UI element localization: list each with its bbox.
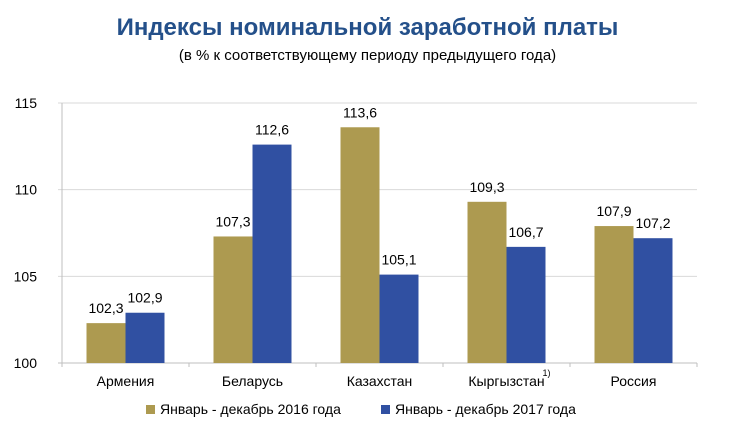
- bar-2: [633, 238, 673, 363]
- bar-1: [594, 226, 634, 363]
- bar-1: [86, 323, 126, 363]
- bar-2: [379, 274, 419, 363]
- legend-swatch: [381, 405, 390, 414]
- footnote-marker: 1): [543, 368, 551, 378]
- bar-1: [213, 236, 253, 363]
- legend-swatch: [146, 405, 155, 414]
- data-label: 106,7: [508, 224, 543, 240]
- x-tick-label: Беларусь: [222, 373, 283, 389]
- bar-2: [125, 312, 165, 363]
- data-label: 112,6: [255, 122, 289, 138]
- data-label: 107,3: [215, 213, 250, 229]
- y-tick-label: 105: [14, 268, 38, 284]
- chart-subtitle: (в % к соответствующему периоду предыдущ…: [178, 47, 557, 64]
- legend-label: Январь - декабрь 2016 года: [160, 401, 341, 417]
- data-label: 109,3: [469, 179, 504, 195]
- data-label: 102,9: [127, 290, 162, 306]
- y-tick-label: 115: [15, 95, 38, 111]
- bar-1: [340, 127, 380, 364]
- bar-2: [506, 246, 546, 363]
- data-label: 113,6: [343, 104, 377, 120]
- data-label: 107,2: [635, 215, 670, 231]
- y-tick-label: 110: [15, 182, 38, 198]
- x-tick-label: Кыргызстан: [468, 373, 544, 389]
- legend-label: Январь - декабрь 2017 года: [395, 401, 576, 417]
- x-tick-label: Армения: [97, 373, 155, 389]
- x-tick-label: Россия: [611, 373, 657, 389]
- data-label: 107,9: [596, 203, 631, 219]
- data-label: 102,3: [88, 300, 123, 316]
- y-tick-label: 100: [14, 355, 38, 371]
- x-tick-label: Казахстан: [347, 373, 413, 389]
- chart-title: Индексы номинальной заработной платы: [116, 14, 619, 41]
- bar-1: [467, 201, 507, 363]
- bar-2: [252, 144, 292, 363]
- data-label: 105,1: [381, 252, 416, 268]
